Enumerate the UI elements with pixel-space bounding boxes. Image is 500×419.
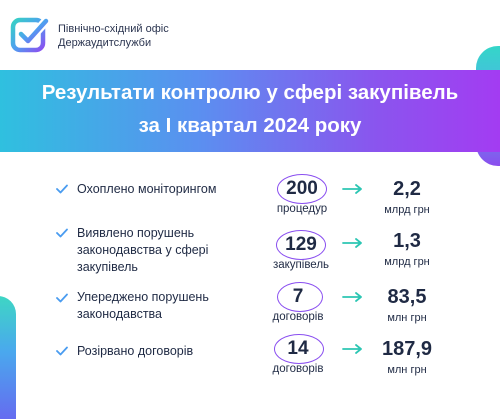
check-icon [56,228,68,238]
stat-count-unit: процедур [276,203,328,215]
stat-label: Розірвано договорів [77,343,267,360]
stat-count-number: 7 [292,286,304,307]
banner-title-line-1: Результати контролю у сфері закупівель [41,81,459,104]
stat-label: Упереджено порушень законодавства [77,289,267,323]
decorative-gradient-shape-left [0,296,16,419]
stat-count: 14 договорів [260,334,336,376]
stat-label: Охоплено моніторингом [77,181,267,198]
stat-count-unit: закупівель [272,259,330,271]
arrow-right-icon [342,184,362,194]
stat-value-amount: 187,9 [381,338,433,360]
highlight-oval [276,230,326,260]
check-icon [56,293,68,303]
stat-value-unit: млрд грн [384,256,430,268]
stat-value-unit: млн грн [387,364,427,376]
stat-count-number: 129 [285,234,317,255]
stat-label: Виявлено порушень законодавства у сфері … [77,225,267,276]
stat-count: 129 закупівель [263,230,339,272]
stat-label-line: Охоплено моніторингом [77,182,217,196]
stat-count-number: 200 [286,178,318,199]
organization-name-line-1: Північно-східний офіс [58,23,169,35]
highlight-oval [277,174,327,204]
stat-label-line: Розірвано договорів [77,344,194,358]
stat-count: 7 договорів [260,282,336,324]
arrow-right-icon [342,238,362,248]
title-banner [0,70,500,152]
banner-title-line-2: за I квартал 2024 року [138,114,362,137]
organization-name: Північно-східний офіс Держаудитслужби [58,22,169,50]
organization-name-line-2: Держаудитслужби [58,37,152,49]
stat-value-amount: 1,3 [393,230,421,252]
stat-value: 1,3 млрд грн [372,230,442,269]
stat-value-unit: млрд грн [384,204,430,216]
stat-count-unit: договорів [272,311,324,323]
stat-count-number: 14 [287,338,309,359]
arrow-right-icon [342,292,362,302]
highlight-oval [274,334,324,364]
stat-count: 200 процедур [264,174,340,216]
stat-value-unit: млн грн [387,312,427,324]
stat-label-line: Виявлено порушень [77,226,195,240]
highlight-oval [277,282,323,312]
stat-value-amount: 83,5 [387,286,427,308]
stat-label-line: Упереджено порушень [77,290,209,304]
check-square-logo-icon [10,16,51,53]
stat-count-unit: договорів [272,363,324,375]
check-icon [56,346,68,356]
stat-value: 2,2 млрд грн [372,178,442,217]
stat-label-line: закупівель [77,260,138,274]
arrow-right-icon [342,344,362,354]
stat-value: 83,5 млн грн [372,286,442,325]
stat-label-line: законодавства [77,307,162,321]
stat-value: 187,9 млн грн [372,338,442,377]
stat-label-line: законодавства у сфері [77,243,209,257]
stat-value-amount: 2,2 [393,178,421,200]
check-icon [56,184,68,194]
banner-title: Результати контролю у сфері закупівель з… [0,76,500,142]
